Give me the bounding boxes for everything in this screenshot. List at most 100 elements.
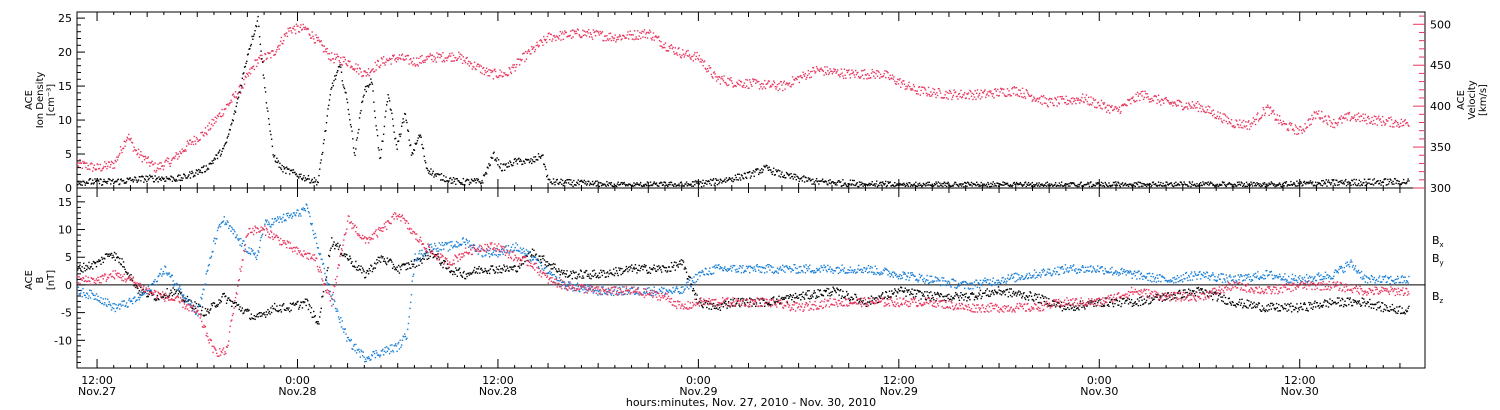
data-point-density	[965, 182, 967, 185]
data-point-velocity	[160, 162, 162, 164]
data-point-velocity	[1252, 117, 1255, 119]
data-point-density	[186, 177, 189, 179]
data-point-Bx	[169, 292, 171, 295]
data-point-Bx	[222, 293, 225, 295]
data-point-velocity	[476, 63, 479, 65]
data-point-density	[640, 181, 642, 184]
data-point-density	[919, 184, 922, 186]
data-point-velocity	[250, 67, 253, 69]
data-point-Bx	[808, 289, 810, 292]
data-point-velocity	[273, 54, 275, 56]
data-point-Bx	[534, 256, 536, 258]
data-point-density	[1206, 183, 1209, 186]
data-point-Bx	[368, 267, 371, 270]
data-point-Bx	[622, 270, 625, 273]
data-point-velocity	[662, 46, 664, 49]
data-point-velocity	[629, 30, 631, 32]
data-point-density	[750, 175, 752, 177]
data-point-Bx	[736, 302, 738, 304]
data-point-density	[179, 174, 181, 176]
data-point-velocity	[258, 56, 260, 59]
data-point-density	[922, 182, 925, 185]
data-point-Bx	[679, 263, 682, 265]
data-point-velocity	[633, 30, 636, 32]
data-point-density	[249, 47, 251, 50]
data-point-velocity	[1081, 93, 1084, 95]
data-point-Bx	[423, 258, 425, 260]
data-point-velocity	[872, 71, 874, 73]
data-point-velocity	[319, 40, 322, 43]
data-point-velocity	[591, 38, 594, 40]
data-point-velocity	[1402, 121, 1404, 123]
data-point-Bx	[559, 274, 561, 276]
data-point-velocity	[288, 27, 291, 29]
data-point-velocity	[587, 32, 589, 34]
data-point-Bx	[190, 300, 192, 302]
data-point-velocity	[146, 162, 148, 164]
data-point-density	[715, 178, 717, 180]
data-point-Bx	[420, 259, 422, 261]
data-point-velocity	[720, 77, 722, 80]
data-point-density	[1356, 184, 1358, 187]
data-point-Bx	[464, 278, 467, 280]
data-point-density	[1385, 184, 1388, 186]
data-point-velocity	[187, 142, 189, 144]
data-point-velocity	[145, 157, 147, 159]
data-point-velocity	[1123, 103, 1125, 106]
data-point-velocity	[1199, 104, 1202, 107]
data-point-velocity	[330, 59, 332, 62]
data-point-velocity	[732, 86, 734, 88]
data-point-Bx	[325, 279, 327, 281]
data-point-Bx	[626, 267, 628, 270]
data-point-density	[1245, 185, 1247, 188]
top-right-tick-label: 500	[1430, 18, 1451, 31]
data-point-velocity	[1353, 116, 1355, 118]
data-point-velocity	[962, 93, 964, 96]
data-point-Bx	[292, 302, 295, 304]
data-point-velocity	[1268, 114, 1270, 117]
data-point-velocity	[1243, 125, 1245, 127]
data-point-Bx	[239, 306, 241, 308]
data-point-Bx	[691, 283, 693, 286]
data-point-velocity	[1027, 93, 1030, 96]
data-point-density	[340, 71, 343, 73]
data-point-density	[502, 163, 504, 166]
data-point-velocity	[1265, 106, 1267, 109]
data-point-velocity	[128, 133, 130, 136]
data-point-density	[819, 180, 822, 182]
data-point-Bx	[649, 272, 652, 275]
data-point-density	[1294, 185, 1297, 187]
data-point-density	[420, 136, 422, 138]
data-point-density	[440, 179, 442, 181]
data-point-density	[434, 173, 437, 175]
data-point-velocity	[637, 38, 640, 40]
data-point-density	[457, 180, 459, 182]
data-point-velocity	[119, 152, 121, 155]
data-point-velocity	[82, 160, 84, 163]
data-point-Bx	[505, 269, 507, 271]
data-point-density	[958, 183, 961, 185]
data-point-Bx	[716, 304, 719, 306]
data-point-Bx	[280, 311, 283, 313]
data-point-density	[674, 183, 676, 185]
data-point-density	[207, 167, 209, 170]
data-point-density	[280, 168, 283, 171]
data-point-velocity	[468, 65, 471, 67]
data-point-Bx	[746, 301, 749, 304]
data-point-velocity	[1300, 129, 1303, 132]
data-point-density	[1302, 181, 1305, 184]
data-point-velocity	[491, 71, 494, 73]
data-point-density	[270, 133, 272, 136]
data-point-velocity	[1140, 90, 1143, 93]
data-point-density	[77, 181, 80, 183]
data-point-velocity	[158, 162, 161, 164]
data-point-density	[937, 181, 940, 183]
data-point-density	[84, 184, 86, 186]
data-point-velocity	[726, 84, 728, 87]
data-point-velocity	[1063, 101, 1066, 104]
data-point-Bx	[812, 292, 815, 294]
data-point-velocity	[836, 69, 839, 71]
data-point-velocity	[1152, 100, 1155, 102]
data-point-Bx	[812, 296, 814, 298]
data-point-Bx	[337, 248, 340, 251]
